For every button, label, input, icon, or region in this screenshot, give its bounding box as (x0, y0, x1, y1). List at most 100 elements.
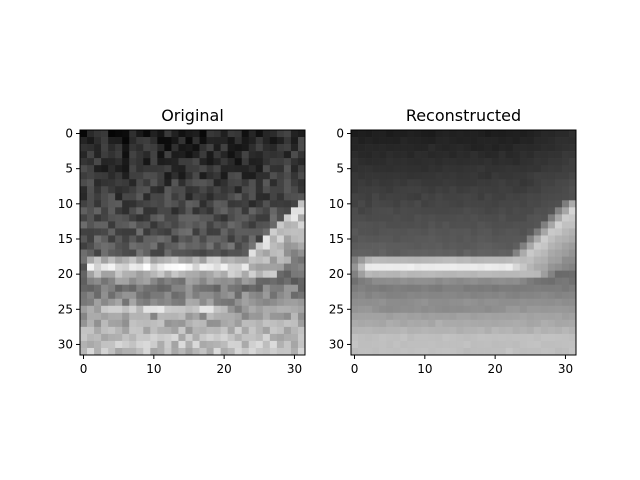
pixel-cell (291, 130, 298, 137)
pixel-cell (569, 144, 576, 151)
pixel-cell (358, 348, 365, 355)
pixel-cell (520, 158, 527, 165)
pixel-cell (242, 327, 249, 334)
pixel-cell (435, 341, 442, 348)
pixel-cell (207, 341, 214, 348)
pixel-cell (143, 327, 150, 334)
pixel-cell (136, 151, 143, 158)
pixel-cell (464, 151, 471, 158)
pixel-cell (492, 285, 499, 292)
pixel-cell (108, 228, 115, 235)
pixel-cell (456, 250, 463, 257)
pixel-cell (414, 186, 421, 193)
pixel-cell (351, 271, 358, 278)
pixel-cell (464, 158, 471, 165)
pixel-cell (471, 320, 478, 327)
pixel-cell (499, 299, 506, 306)
pixel-cell (136, 278, 143, 285)
pixel-cell (499, 257, 506, 264)
pixel-cell (87, 285, 94, 292)
pixel-cell (221, 271, 228, 278)
pixel-cell (143, 250, 150, 257)
pixel-cell (143, 334, 150, 341)
pixel-cell (298, 243, 305, 250)
pixel-cell (143, 165, 150, 172)
pixel-cell (171, 334, 178, 341)
pixel-cell (520, 221, 527, 228)
pixel-cell (129, 179, 136, 186)
pixel-cell (478, 292, 485, 299)
pixel-cell (379, 193, 386, 200)
pixel-cell (115, 158, 122, 165)
pixel-cell (164, 221, 171, 228)
pixel-cell (379, 235, 386, 242)
pixel-cell (122, 299, 129, 306)
pixel-cell (351, 299, 358, 306)
pixel-cell (351, 130, 358, 137)
pixel-cell (449, 158, 456, 165)
pixel-cell (108, 292, 115, 299)
pixel-cell (185, 172, 192, 179)
pixel-cell (485, 306, 492, 313)
pixel-cell (284, 306, 291, 313)
pixel-cell (428, 221, 435, 228)
pixel-cell (263, 292, 270, 299)
pixel-cell (569, 130, 576, 137)
pixel-cell (365, 130, 372, 137)
pixel-cell (150, 341, 157, 348)
pixel-cell (115, 341, 122, 348)
reconstructed-image (351, 130, 576, 355)
pixel-cell (449, 207, 456, 214)
pixel-cell (122, 243, 129, 250)
pixel-cell (534, 144, 541, 151)
pixel-cell (136, 165, 143, 172)
pixel-cell (80, 271, 87, 278)
pixel-cell (464, 179, 471, 186)
pixel-cell (541, 243, 548, 250)
pixel-cell (449, 313, 456, 320)
pixel-cell (136, 313, 143, 320)
pixel-cell (150, 172, 157, 179)
pixel-cell (94, 158, 101, 165)
pixel-cell (249, 165, 256, 172)
pixel-cell (193, 306, 200, 313)
pixel-cell (277, 313, 284, 320)
pixel-cell (478, 207, 485, 214)
pixel-cell (94, 320, 101, 327)
pixel-cell (256, 179, 263, 186)
pixel-cell (506, 151, 513, 158)
pixel-cell (527, 193, 534, 200)
pixel-cell (193, 341, 200, 348)
pixel-cell (442, 278, 449, 285)
pixel-cell (386, 144, 393, 151)
pixel-cell (284, 207, 291, 214)
pixel-cell (372, 243, 379, 250)
pixel-cell (249, 264, 256, 271)
pixel-cell (541, 130, 548, 137)
pixel-cell (548, 165, 555, 172)
pixel-cell (393, 144, 400, 151)
pixel-cell (456, 144, 463, 151)
pixel-cell (555, 228, 562, 235)
pixel-cell (400, 193, 407, 200)
pixel-cell (386, 285, 393, 292)
pixel-cell (485, 179, 492, 186)
pixel-cell (94, 341, 101, 348)
pixel-cell (428, 320, 435, 327)
pixel-cell (94, 257, 101, 264)
pixel-cell (143, 341, 150, 348)
pixel-cell (298, 292, 305, 299)
pixel-cell (541, 257, 548, 264)
pixel-cell (235, 137, 242, 144)
pixel-cell (407, 264, 414, 271)
pixel-cell (228, 165, 235, 172)
pixel-cell (478, 151, 485, 158)
pixel-cell (471, 341, 478, 348)
pixel-cell (284, 327, 291, 334)
pixel-cell (228, 320, 235, 327)
pixel-cell (284, 130, 291, 137)
pixel-cell (185, 235, 192, 242)
pixel-cell (164, 313, 171, 320)
pixel-cell (478, 200, 485, 207)
pixel-cell (171, 179, 178, 186)
